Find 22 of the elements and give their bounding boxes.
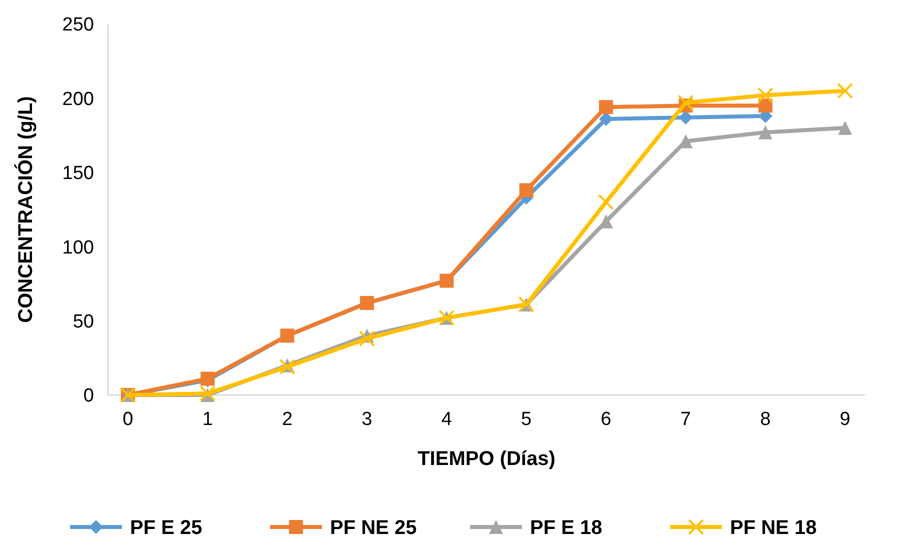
x-tick-label: 8 (760, 409, 771, 430)
y-tick-label: 50 (72, 311, 94, 332)
x-tick-label: 4 (441, 409, 452, 430)
legend-label: PF NE 18 (730, 517, 817, 539)
y-tick-label: 250 (62, 14, 94, 36)
x-axis-title: TIEMPO (Días) (418, 448, 556, 470)
y-tick-label: 100 (62, 237, 94, 258)
x-tick-label: 2 (282, 409, 293, 430)
y-tick-label: 200 (62, 88, 94, 110)
y-axis-title: CONCENTRACIÓN (g/L) (14, 96, 37, 323)
y-tick-label: 150 (62, 163, 94, 184)
x-tick-label: 9 (840, 409, 850, 430)
x-tick-label: 1 (202, 409, 213, 430)
x-tick-label: 0 (122, 409, 134, 430)
legend-label: PF E 25 (130, 517, 202, 539)
legend-label: PF E 18 (530, 517, 602, 539)
legend-label: PF NE 25 (330, 517, 417, 539)
x-tick-label: 5 (521, 409, 532, 430)
y-tick-label: 0 (83, 386, 94, 407)
x-tick-label: 7 (680, 409, 691, 430)
x-tick-label: 3 (362, 409, 372, 430)
x-tick-label: 6 (600, 409, 612, 430)
